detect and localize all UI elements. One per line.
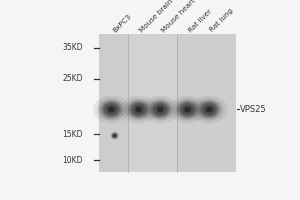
Ellipse shape [97, 98, 126, 120]
Ellipse shape [155, 105, 166, 114]
Ellipse shape [157, 107, 164, 112]
Ellipse shape [133, 105, 144, 114]
Text: Rat lung: Rat lung [209, 8, 235, 33]
Text: 15KD: 15KD [62, 130, 83, 139]
Ellipse shape [129, 102, 148, 117]
Ellipse shape [142, 96, 179, 123]
Bar [99, 34, 128, 172]
Ellipse shape [124, 98, 153, 120]
Ellipse shape [131, 103, 146, 116]
Text: 35KD: 35KD [62, 43, 83, 52]
Ellipse shape [100, 100, 123, 119]
Ellipse shape [169, 96, 206, 123]
Bar [128, 34, 177, 172]
Ellipse shape [149, 100, 172, 119]
Ellipse shape [195, 98, 223, 120]
Ellipse shape [200, 102, 218, 117]
Ellipse shape [120, 96, 157, 123]
Ellipse shape [180, 103, 195, 116]
Ellipse shape [113, 134, 116, 137]
Ellipse shape [182, 105, 193, 114]
Ellipse shape [206, 107, 213, 112]
Ellipse shape [173, 98, 202, 120]
Text: Mouse brain: Mouse brain [139, 0, 174, 33]
Ellipse shape [146, 98, 175, 120]
Ellipse shape [127, 100, 150, 119]
Ellipse shape [106, 105, 117, 114]
Ellipse shape [112, 133, 118, 138]
Ellipse shape [153, 103, 168, 116]
Ellipse shape [135, 107, 142, 112]
Ellipse shape [102, 102, 121, 117]
Ellipse shape [184, 107, 191, 112]
Text: 10KD: 10KD [62, 156, 83, 165]
Ellipse shape [93, 96, 130, 123]
Ellipse shape [151, 102, 169, 117]
Ellipse shape [202, 103, 217, 116]
Text: 25KD: 25KD [62, 74, 83, 83]
Ellipse shape [191, 96, 227, 123]
Bar [177, 34, 236, 172]
Ellipse shape [204, 105, 214, 114]
Ellipse shape [108, 107, 115, 112]
Ellipse shape [111, 132, 119, 140]
Ellipse shape [104, 103, 119, 116]
Text: VPS25: VPS25 [240, 105, 266, 114]
Ellipse shape [176, 100, 199, 119]
Ellipse shape [198, 100, 220, 119]
Ellipse shape [178, 102, 197, 117]
Text: Rat liver: Rat liver [188, 8, 213, 33]
Text: Mouse heart: Mouse heart [160, 0, 196, 33]
Text: BxPC3: BxPC3 [111, 13, 132, 33]
